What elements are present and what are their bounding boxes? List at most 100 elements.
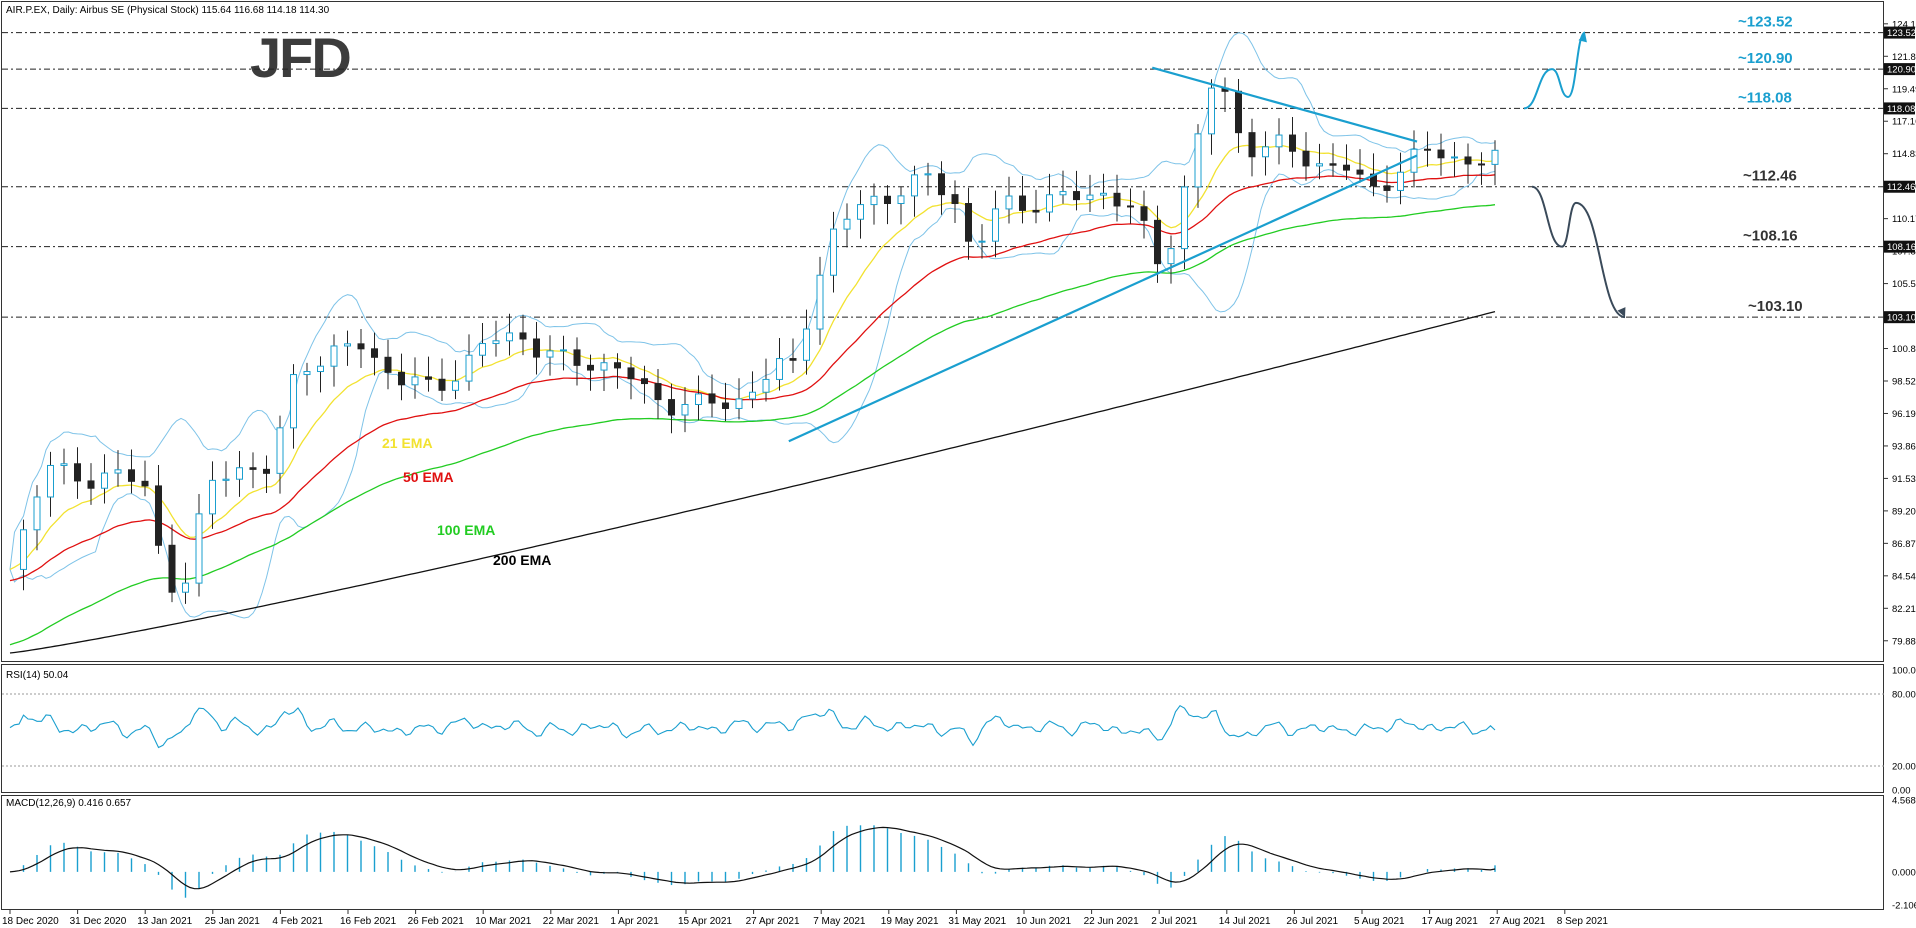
- date-tick-label-8: 22 Mar 2021: [543, 916, 600, 927]
- candle-body: [506, 332, 513, 342]
- candle-body: [384, 356, 392, 373]
- candle-body: [317, 365, 324, 373]
- date-tick-label-3: 25 Jan 2021: [205, 916, 260, 927]
- candle-body: [492, 340, 500, 345]
- candle-body: [47, 464, 54, 498]
- candle-body: [1005, 195, 1013, 210]
- ema100-line: [9, 204, 1496, 646]
- candle-body: [641, 378, 648, 385]
- candle-body: [870, 195, 878, 206]
- candle-body: [911, 174, 918, 197]
- price-tick-label-11: 98.52: [1892, 376, 1916, 387]
- price-tick-label-18: 82.21: [1892, 604, 1916, 615]
- candle-body: [776, 358, 783, 380]
- rsi-label: RSI(14) 50.04: [6, 670, 69, 681]
- price-tick-label-2: 119.49: [1892, 84, 1916, 95]
- price-tick-label-1: 121.82: [1892, 52, 1916, 63]
- date-tick-label-21: 17 Aug 2021: [1422, 916, 1479, 927]
- candle-body: [1437, 149, 1445, 159]
- rsi-panel: 100.00 80.00 20.00 0.00: [2, 666, 1916, 797]
- price-tick-label-0: 124.15: [1892, 19, 1916, 30]
- candle-body: [182, 582, 189, 593]
- candle-body: [830, 228, 837, 276]
- rsi-panel-frame: [1, 664, 1884, 793]
- rsi-tick-label-1: 80.00: [1892, 690, 1916, 701]
- level-price-box-2: [1884, 102, 1915, 115]
- date-tick-label-14: 31 May 2021: [948, 916, 1006, 927]
- level-price-box-label-5: 103.10: [1887, 313, 1916, 324]
- candle-body: [357, 343, 365, 350]
- candle-body: [1127, 205, 1134, 208]
- candle-body: [1100, 192, 1107, 196]
- candle-body: [330, 345, 338, 367]
- macd-tick-label-1: 0.000: [1892, 867, 1916, 878]
- candle-body: [1289, 134, 1296, 152]
- candle-body: [708, 393, 716, 404]
- price-tick-label-10: 100.85: [1892, 344, 1916, 355]
- candle-body: [236, 467, 243, 480]
- ema100-label: 100 EMA: [437, 522, 495, 538]
- candle-body: [452, 380, 459, 391]
- price-tick-label-3: 117.16: [1892, 117, 1916, 128]
- candle-body: [1424, 148, 1431, 151]
- level-label-3: ~112.46: [1743, 168, 1797, 185]
- candle-body: [668, 399, 675, 416]
- candle-body: [276, 427, 284, 474]
- date-tick-label-15: 10 Jun 2021: [1016, 916, 1071, 927]
- candle-body: [290, 374, 297, 429]
- candle-body: [20, 529, 27, 570]
- candle-body: [1059, 191, 1067, 196]
- level-label-2: ~118.08: [1738, 89, 1792, 106]
- level-lines: [2, 32, 1884, 318]
- date-tick-label-23: 8 Sep 2021: [1557, 916, 1609, 927]
- macd-label: MACD(12,26,9) 0.416 0.657: [6, 798, 132, 809]
- candle-body: [1343, 164, 1350, 171]
- scenario-arrows: [1523, 31, 1626, 319]
- candle-body: [1167, 248, 1175, 265]
- candle-body: [1208, 87, 1215, 135]
- candle-body: [1248, 132, 1256, 158]
- candle-body: [438, 378, 446, 391]
- date-tick-label-10: 15 Apr 2021: [678, 916, 732, 927]
- candle-body: [371, 348, 378, 358]
- level-price-box-label-3: 112.46: [1887, 182, 1915, 193]
- candle-body: [1181, 186, 1188, 250]
- date-axis: 18 Dec 2020 31 Dec 2020 13 Jan 2021 25 Jan …: [2, 910, 1608, 927]
- price-tick-label-15: 89.20: [1892, 506, 1916, 517]
- macd-panel-frame: [1, 795, 1884, 910]
- candle-body: [722, 402, 729, 409]
- date-tick-label-4: 4 Feb 2021: [272, 916, 323, 927]
- candle-body: [87, 480, 95, 489]
- candle-body: [1235, 90, 1242, 134]
- candle-body: [465, 354, 473, 382]
- date-tick-label-20: 5 Aug 2021: [1354, 916, 1405, 927]
- candle-body: [1451, 156, 1458, 159]
- candle-body: [1383, 185, 1391, 191]
- jfd-logo: JFD: [250, 26, 350, 89]
- candle-body: [101, 472, 108, 489]
- candle-body: [681, 403, 689, 416]
- ema200-line: [9, 310, 1496, 654]
- level-label-0: ~123.52: [1738, 14, 1793, 31]
- bearish-arrowhead: [1617, 307, 1626, 318]
- support-trendline: [788, 154, 1418, 443]
- candle-body: [1356, 169, 1364, 175]
- date-tick-label-0: 18 Dec 2020: [2, 916, 59, 927]
- candle-body: [479, 343, 486, 356]
- candle-body: [1140, 206, 1148, 221]
- macd-tick-label-2: -2.106: [1892, 901, 1916, 912]
- candle-body: [695, 393, 702, 405]
- candle-body: [789, 358, 797, 361]
- ema50-label: 50 EMA: [403, 469, 454, 485]
- level-price-box-1: [1884, 63, 1915, 76]
- level-label-1: ~120.90: [1738, 50, 1793, 67]
- candle-body: [803, 328, 810, 361]
- bullish-arrowhead: [1578, 32, 1587, 43]
- level-labels: ~123.52 ~120.90 ~118.08 ~112.46 ~108.16 ~103.…: [1738, 14, 1803, 316]
- candle-body: [951, 194, 959, 205]
- candle-body: [141, 480, 149, 487]
- date-tick-label-19: 26 Jul 2021: [1286, 916, 1338, 927]
- price-panel-frame: [1, 1, 1884, 662]
- candle-body: [1113, 192, 1121, 207]
- ema21-label: 21 EMA: [382, 435, 433, 451]
